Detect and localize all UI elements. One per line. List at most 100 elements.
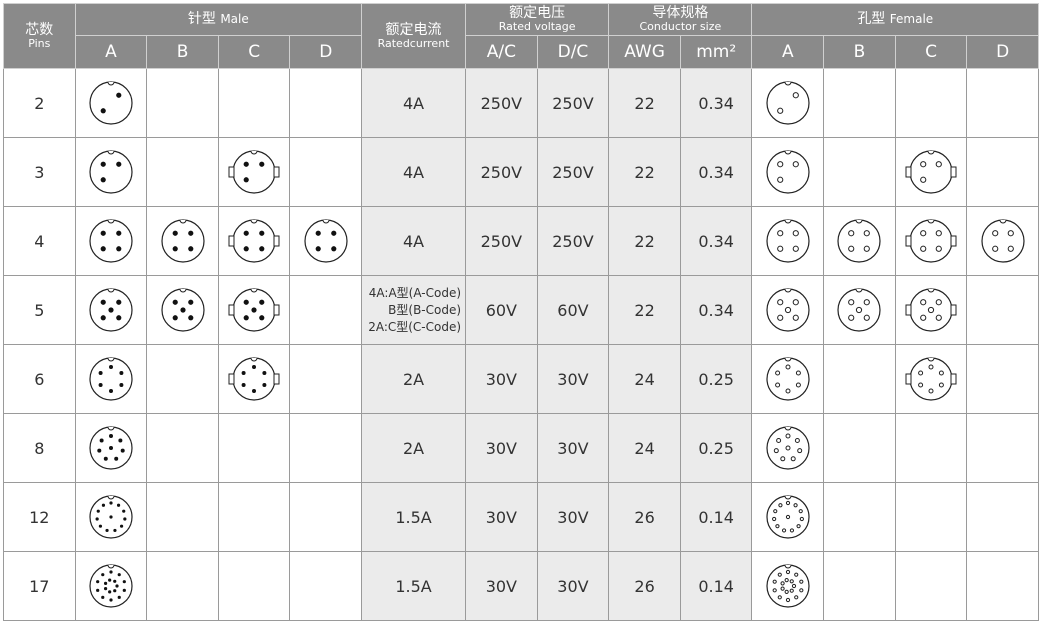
male-diagram-cell bbox=[74, 68, 148, 138]
male-diagram-cell bbox=[289, 206, 363, 276]
male-d: D bbox=[289, 35, 363, 69]
table-row: 6 2A 30V 30V 24 0.25 bbox=[3, 344, 1039, 414]
dc-voltage-cell: 30V bbox=[536, 413, 610, 483]
male-diagram-cell bbox=[217, 344, 291, 414]
male-diagram-cell bbox=[146, 206, 219, 276]
male-diagram-cell bbox=[146, 551, 219, 621]
awg-cell: 26 bbox=[608, 482, 681, 552]
mm2-cell: 0.14 bbox=[679, 482, 753, 552]
male-diagram-cell bbox=[289, 344, 363, 414]
current-line: B型(B-Code) bbox=[388, 302, 462, 317]
female-diagram-cell bbox=[966, 551, 1039, 621]
female-pin-diagram bbox=[766, 150, 810, 194]
male-diagram-cell bbox=[74, 482, 148, 552]
female-c: C bbox=[894, 35, 968, 69]
female-diagram-cell bbox=[966, 68, 1039, 138]
male-diagram-cell bbox=[74, 275, 148, 345]
female-pin-diagram bbox=[905, 219, 957, 263]
female-diagram-cell bbox=[823, 275, 896, 345]
male-diagram-cell bbox=[289, 482, 363, 552]
female-pin-diagram bbox=[766, 288, 810, 332]
female-pin-diagram bbox=[766, 81, 810, 125]
female-b: B bbox=[823, 35, 896, 69]
ac-header: A/C bbox=[465, 35, 538, 69]
female-diagram-cell bbox=[751, 344, 825, 414]
male-pin-diagram bbox=[89, 495, 133, 539]
male-diagram-cell bbox=[217, 482, 291, 552]
male-pin-diagram bbox=[304, 219, 348, 263]
female-diagram-cell bbox=[751, 137, 825, 207]
dc-voltage-cell: 30V bbox=[536, 344, 610, 414]
female-header: 孔型 Female bbox=[751, 3, 1039, 36]
male-pin-diagram bbox=[89, 564, 133, 608]
male-diagram-cell bbox=[289, 275, 363, 345]
ac-voltage-cell: 60V bbox=[465, 275, 538, 345]
female-diagram-cell bbox=[751, 68, 825, 138]
table-row: 3 4A 250V 250V 22 0.34 bbox=[3, 137, 1039, 207]
male-diagram-cell bbox=[217, 137, 291, 207]
conductor-header: 导体规格 Conductor size bbox=[608, 3, 753, 36]
female-diagram-cell bbox=[823, 68, 896, 138]
male-diagram-cell bbox=[146, 137, 219, 207]
male-diagram-cell bbox=[74, 344, 148, 414]
current-cell: 4A bbox=[361, 68, 467, 138]
voltage-header: 额定电压 Rated voltage bbox=[465, 3, 610, 36]
female-diagram-cell bbox=[966, 482, 1039, 552]
male-diagram-cell bbox=[74, 413, 148, 483]
dc-voltage-cell: 60V bbox=[536, 275, 610, 345]
dc-voltage-cell: 250V bbox=[536, 68, 610, 138]
ac-voltage-cell: 250V bbox=[465, 68, 538, 138]
female-a: A bbox=[751, 35, 825, 69]
table-row: 12 1.5A 30V 30V 26 0.14 bbox=[3, 482, 1039, 552]
female-diagram-cell bbox=[894, 413, 968, 483]
dc-voltage-cell: 30V bbox=[536, 482, 610, 552]
mm2-cell: 0.25 bbox=[679, 413, 753, 483]
female-pin-diagram bbox=[766, 495, 810, 539]
male-diagram-cell bbox=[217, 206, 291, 276]
male-diagram-cell bbox=[146, 413, 219, 483]
female-pin-diagram bbox=[766, 219, 810, 263]
current-cell: 2A bbox=[361, 413, 467, 483]
current-cell: 4A bbox=[361, 137, 467, 207]
female-diagram-cell bbox=[894, 275, 968, 345]
current-line: 2A:C型(C-Code) bbox=[368, 319, 462, 334]
current-line: 4A:A型(A-Code) bbox=[368, 285, 462, 300]
female-diagram-cell bbox=[751, 206, 825, 276]
female-pin-diagram bbox=[981, 219, 1025, 263]
male-diagram-cell bbox=[217, 68, 291, 138]
male-pin-diagram bbox=[89, 426, 133, 470]
female-diagram-cell bbox=[966, 344, 1039, 414]
mm2-cell: 0.34 bbox=[679, 275, 753, 345]
male-diagram-cell bbox=[74, 551, 148, 621]
male-diagram-cell bbox=[146, 68, 219, 138]
awg-cell: 26 bbox=[608, 551, 681, 621]
male-pin-diagram bbox=[228, 288, 280, 332]
ac-voltage-cell: 30V bbox=[465, 551, 538, 621]
mm2-cell: 0.34 bbox=[679, 68, 753, 138]
male-pin-diagram bbox=[160, 219, 205, 263]
male-c: C bbox=[217, 35, 291, 69]
female-pin-diagram bbox=[905, 288, 957, 332]
male-a: A bbox=[74, 35, 148, 69]
male-pin-diagram bbox=[89, 81, 133, 125]
female-pin-diagram bbox=[837, 219, 881, 263]
female-diagram-cell bbox=[751, 275, 825, 345]
female-pin-diagram bbox=[905, 150, 957, 194]
female-pin-diagram bbox=[766, 357, 810, 401]
male-pin-diagram bbox=[160, 288, 205, 332]
male-diagram-cell bbox=[146, 275, 219, 345]
table-row: 5 4A:A型(A-Code) B型(B-Code) 2A:C型(C-Code) 60V… bbox=[3, 275, 1039, 345]
male-diagram-cell bbox=[289, 551, 363, 621]
mm2-cell: 0.34 bbox=[679, 206, 753, 276]
female-diagram-cell bbox=[966, 137, 1039, 207]
female-diagram-cell bbox=[751, 551, 825, 621]
awg-cell: 22 bbox=[608, 206, 681, 276]
pins-cell: 2 bbox=[3, 68, 76, 138]
dc-voltage-cell: 250V bbox=[536, 137, 610, 207]
ac-voltage-cell: 250V bbox=[465, 137, 538, 207]
male-pin-diagram bbox=[228, 357, 280, 401]
pins-cell: 5 bbox=[3, 275, 76, 345]
ac-voltage-cell: 30V bbox=[465, 344, 538, 414]
male-diagram-cell bbox=[289, 137, 363, 207]
female-diagram-cell bbox=[823, 551, 896, 621]
